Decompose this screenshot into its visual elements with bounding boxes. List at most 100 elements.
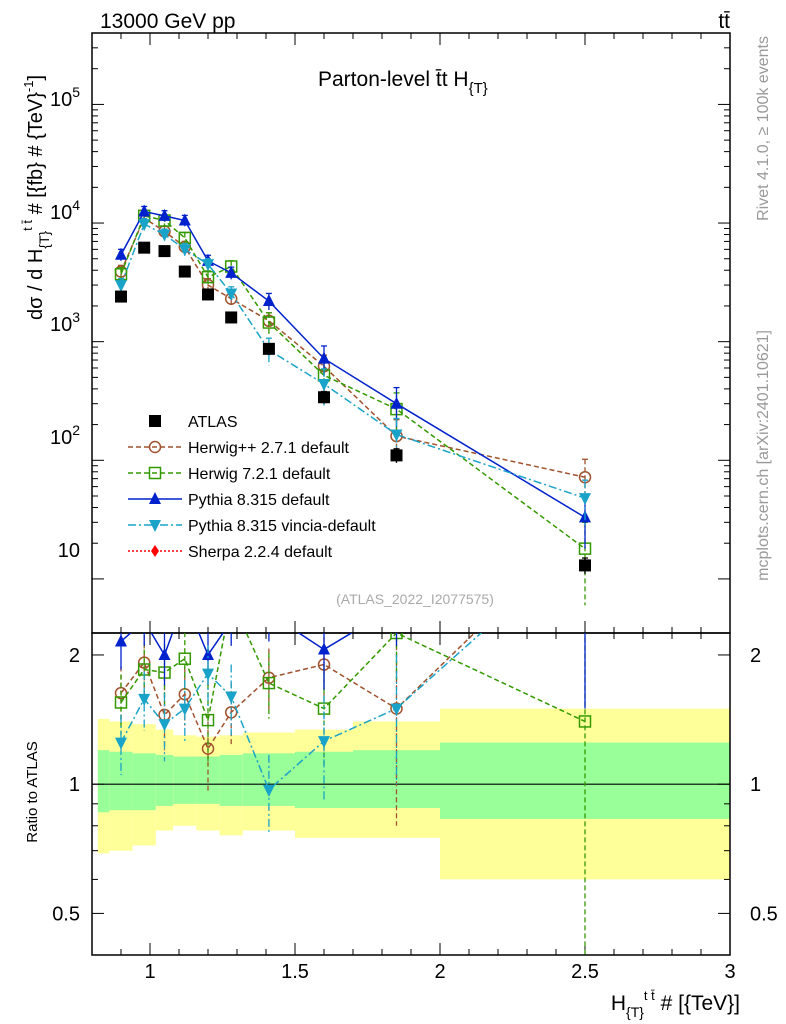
ratio-point [201, 713, 215, 727]
ratio-point [114, 696, 128, 709]
ratio-y-tick-label-right: 0.5 [750, 903, 778, 925]
ratio-point [202, 647, 214, 660]
band-inner-bin [97, 750, 110, 813]
ratio-series-line [120, 633, 353, 657]
ratio-y-axis-label: Ratio to ATLAS [24, 741, 41, 842]
data-point [178, 265, 191, 278]
ratio-point [115, 737, 127, 750]
ratio-series-2 [115, 606, 591, 709]
legend-marker [151, 545, 159, 557]
ratio-point [158, 719, 171, 732]
main-series-group [114, 204, 592, 606]
legend-label: Herwig++ 2.7.1 default [188, 440, 350, 457]
data-point [158, 245, 171, 258]
process-label: tt̄ [718, 10, 730, 33]
band-inner-bin [219, 754, 243, 806]
data-point [579, 559, 591, 572]
ratio-point [202, 668, 214, 681]
band-inner-bin [155, 754, 174, 806]
data-point [390, 449, 403, 462]
data-point [318, 378, 330, 391]
data-point [201, 270, 215, 284]
ratio-point [138, 614, 150, 626]
ratio-point [138, 693, 151, 706]
ratio-series-3 [115, 633, 483, 833]
data-point [202, 288, 214, 301]
collision-label: 13000 GeV pp [100, 10, 235, 33]
x-tick-label: 2 [434, 961, 445, 983]
ratio-point [225, 614, 237, 626]
ratio-y-tick-label-left: 0.5 [52, 903, 80, 925]
x-axis-label: H{T}t t̄ # [{TeV}] [611, 988, 740, 1020]
ratio-point [262, 676, 276, 690]
series-4 [115, 217, 591, 526]
ratio-y-tick-label-right: 1 [750, 774, 761, 796]
ratio-point [578, 715, 592, 728]
data-point [318, 351, 330, 364]
data-point [225, 265, 238, 278]
x-tick-label: 3 [724, 961, 735, 983]
data-point [115, 290, 127, 303]
data-point [225, 288, 238, 301]
y-tick-label-1e5: 105 [50, 84, 80, 111]
ratio-point [262, 784, 275, 797]
ratio-series-line [120, 633, 483, 792]
legend-label: Herwig 7.2.1 default [188, 466, 331, 483]
ratio-point [158, 647, 171, 660]
data-point [262, 342, 275, 355]
legend-label: Sherpa 2.2.4 default [188, 544, 333, 561]
data-point [390, 396, 403, 409]
main-plot-frame [91, 32, 731, 634]
legend-label: Pythia 8.315 vincia-default [188, 518, 376, 535]
series-3 [115, 204, 591, 549]
data-point [178, 244, 191, 257]
data-point [138, 241, 151, 254]
y-tick-label-10: 10 [58, 540, 80, 562]
y-tick-label-1e2: 102 [50, 422, 80, 449]
ratio-axis-ticks: 0.5 0.5 1 1 2 2 1 1.5 2 2.5 3 [52, 633, 778, 983]
legend-marker [149, 492, 161, 504]
data-point [158, 208, 171, 221]
data-point [225, 311, 238, 324]
data-point [178, 213, 191, 226]
ratio-point [226, 594, 237, 605]
analysis-watermark: (ATLAS_2022_I2077575) [336, 591, 494, 607]
series-line [120, 210, 586, 519]
ratio-point [178, 703, 191, 716]
data-point [202, 259, 214, 272]
ratio-series-line [120, 633, 476, 751]
ratio-point [579, 606, 591, 618]
ratio-point [225, 691, 238, 704]
legend-marker [149, 415, 161, 427]
legend-label: Pythia 8.315 default [188, 492, 330, 509]
legend-marker [148, 466, 162, 480]
data-point [390, 429, 403, 442]
ratio-point [263, 606, 275, 618]
ratio-y-tick-label-left: 2 [69, 645, 80, 667]
mcplots-label: mcplots.cern.ch [arXiv:2401.10621] [755, 330, 772, 581]
ratio-series-group [114, 594, 592, 955]
ratio-uncertainty-bands [92, 708, 730, 880]
data-point [262, 294, 275, 307]
ratio-point [178, 652, 192, 665]
data-point [158, 229, 171, 242]
legend-label: ATLAS [188, 414, 238, 431]
series-0 [115, 241, 591, 575]
ratio-point [115, 634, 127, 647]
band-inner-bin [109, 751, 133, 811]
x-tick-label: 2.5 [571, 961, 599, 983]
x-tick-label: 1.5 [281, 961, 309, 983]
legend-marker [149, 520, 161, 532]
series-line [120, 223, 586, 499]
legend-marker [148, 440, 162, 454]
ratio-y-tick-label-left: 1 [69, 774, 80, 796]
band-inner-bin [173, 756, 197, 804]
legend: ATLAS Herwig++ 2.7.1 default Herwig 7.2.1 … [128, 414, 376, 561]
rivet-version-label: Rivet 4.1.0, ≥ 100k events [755, 36, 772, 221]
band-inner-bin [132, 753, 156, 811]
data-point [579, 493, 591, 506]
x-tick-label: 1 [144, 961, 155, 983]
ratio-point [318, 642, 330, 655]
plot-title: Parton-level t̄t H{T} [318, 68, 488, 97]
